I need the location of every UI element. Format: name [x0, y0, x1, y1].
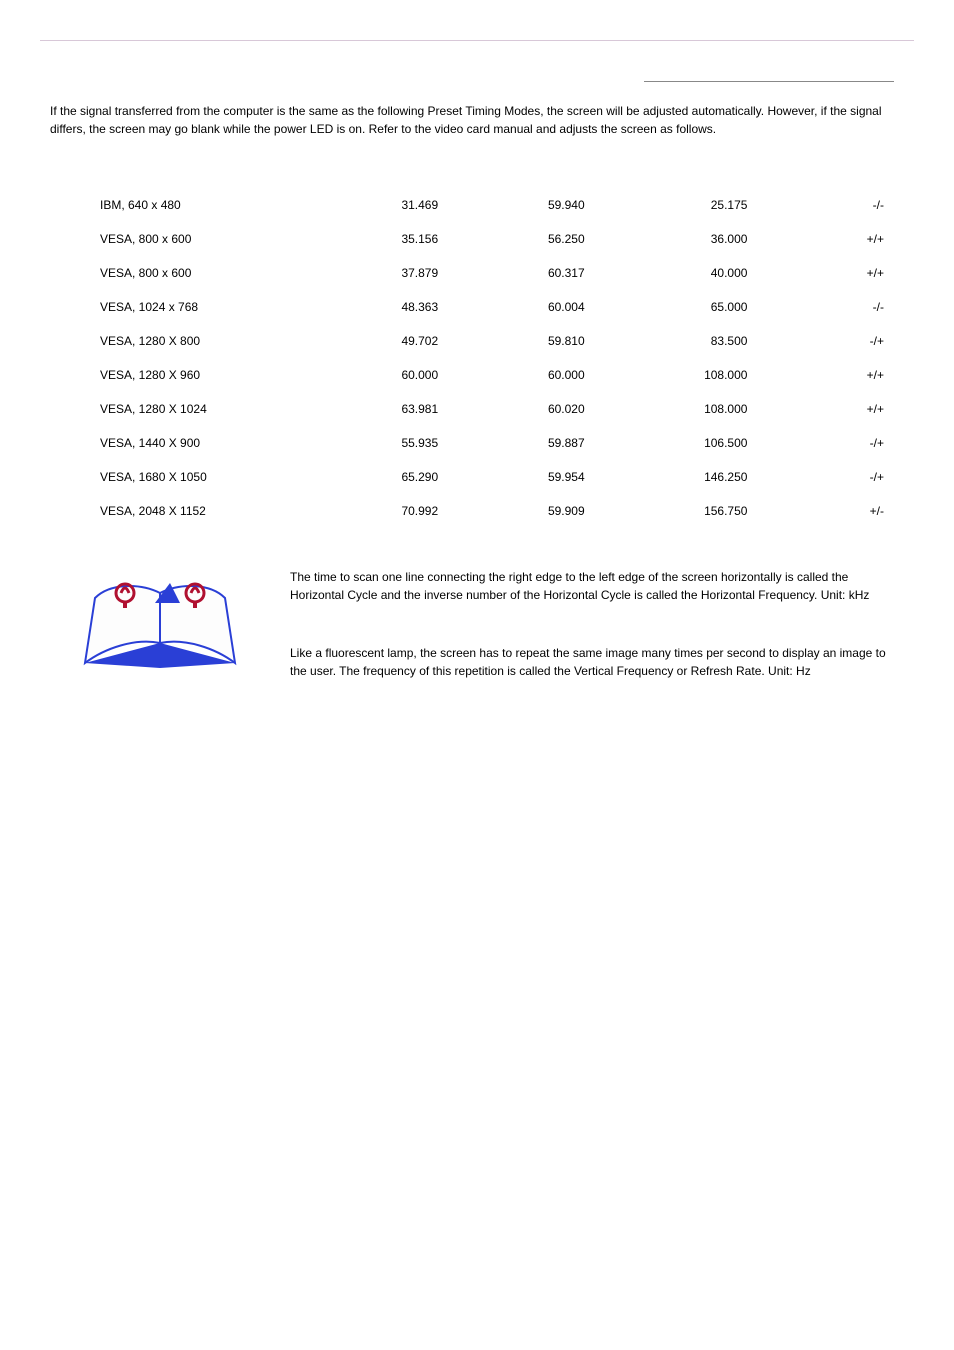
table-cell: 25.175: [585, 188, 748, 222]
table-row: VESA, 1440 X 90055.93559.887106.500-/+: [80, 426, 894, 460]
table-row: VESA, 1280 X 102463.98160.020108.000+/+: [80, 392, 894, 426]
table-cell: 31.469: [292, 188, 439, 222]
sub-divider: [644, 81, 894, 82]
sub-divider-row: [0, 81, 954, 82]
reading-icon: [80, 573, 240, 673]
vertical-frequency-text: Like a fluorescent lamp, the screen has …: [290, 644, 904, 680]
table-row: IBM, 640 x 48031.46959.94025.175-/-: [80, 188, 894, 222]
table-cell: 37.879: [292, 256, 439, 290]
table-cell: +/-: [747, 494, 894, 528]
table-cell: -/-: [747, 188, 894, 222]
table-cell: IBM, 640 x 480: [80, 188, 292, 222]
table-cell: 40.000: [585, 256, 748, 290]
table-cell: +/+: [747, 358, 894, 392]
timing-table-wrap: IBM, 640 x 48031.46959.94025.175-/-VESA,…: [80, 188, 894, 528]
table-cell: VESA, 1024 x 768: [80, 290, 292, 324]
table-row: VESA, 800 x 60035.15656.25036.000+/+: [80, 222, 894, 256]
table-cell: 60.317: [438, 256, 585, 290]
table-cell: +/+: [747, 222, 894, 256]
table-cell: 65.000: [585, 290, 748, 324]
table-cell: 60.000: [438, 358, 585, 392]
table-cell: -/+: [747, 324, 894, 358]
table-cell: VESA, 1280 X 1024: [80, 392, 292, 426]
table-cell: 156.750: [585, 494, 748, 528]
timing-table: IBM, 640 x 48031.46959.94025.175-/-VESA,…: [80, 188, 894, 528]
table-cell: 36.000: [585, 222, 748, 256]
table-cell: 108.000: [585, 392, 748, 426]
table-row: VESA, 2048 X 115270.99259.909156.750+/-: [80, 494, 894, 528]
table-cell: -/+: [747, 426, 894, 460]
table-cell: 60.020: [438, 392, 585, 426]
table-cell: VESA, 1280 X 800: [80, 324, 292, 358]
table-cell: VESA, 1280 X 960: [80, 358, 292, 392]
definitions-icon-col: [80, 568, 260, 720]
table-cell: VESA, 800 x 600: [80, 222, 292, 256]
intro-text: If the signal transferred from the compu…: [50, 102, 904, 138]
table-cell: -/+: [747, 460, 894, 494]
table-cell: 48.363: [292, 290, 439, 324]
table-cell: 60.000: [292, 358, 439, 392]
table-cell: 49.702: [292, 324, 439, 358]
table-cell: 55.935: [292, 426, 439, 460]
table-row: VESA, 1280 X 96060.00060.000108.000+/+: [80, 358, 894, 392]
top-divider: [40, 40, 914, 41]
table-cell: 59.940: [438, 188, 585, 222]
table-cell: 59.909: [438, 494, 585, 528]
table-cell: -/-: [747, 290, 894, 324]
table-cell: 59.810: [438, 324, 585, 358]
table-cell: 63.981: [292, 392, 439, 426]
definitions-section: The time to scan one line connecting the…: [80, 568, 904, 720]
table-cell: VESA, 1440 X 900: [80, 426, 292, 460]
table-row: VESA, 1280 X 80049.70259.81083.500-/+: [80, 324, 894, 358]
table-cell: VESA, 1680 X 1050: [80, 460, 292, 494]
table-cell: 70.992: [292, 494, 439, 528]
table-row: VESA, 1024 x 76848.36360.00465.000-/-: [80, 290, 894, 324]
table-cell: VESA, 2048 X 1152: [80, 494, 292, 528]
table-cell: 59.887: [438, 426, 585, 460]
definitions-text-col: The time to scan one line connecting the…: [290, 568, 904, 720]
horizontal-frequency-text: The time to scan one line connecting the…: [290, 568, 904, 604]
table-row: VESA, 800 x 60037.87960.31740.000+/+: [80, 256, 894, 290]
table-cell: 56.250: [438, 222, 585, 256]
table-cell: +/+: [747, 256, 894, 290]
table-cell: 60.004: [438, 290, 585, 324]
table-cell: 65.290: [292, 460, 439, 494]
table-cell: 83.500: [585, 324, 748, 358]
table-cell: 59.954: [438, 460, 585, 494]
table-cell: VESA, 800 x 600: [80, 256, 292, 290]
table-cell: 35.156: [292, 222, 439, 256]
table-cell: +/+: [747, 392, 894, 426]
table-cell: 106.500: [585, 426, 748, 460]
table-row: VESA, 1680 X 105065.29059.954146.250-/+: [80, 460, 894, 494]
table-cell: 146.250: [585, 460, 748, 494]
table-cell: 108.000: [585, 358, 748, 392]
